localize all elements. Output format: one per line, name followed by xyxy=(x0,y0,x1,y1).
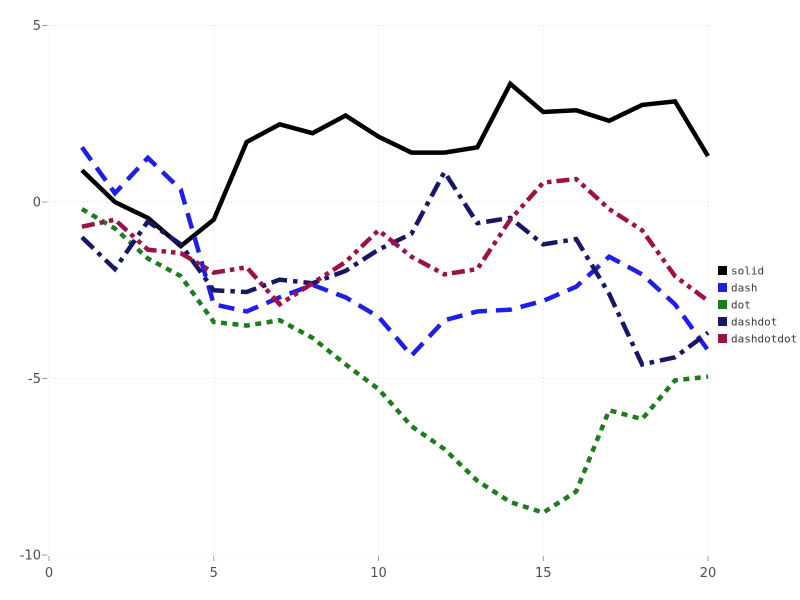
y-tick-label: -5 xyxy=(28,372,41,387)
x-tick-label: 20 xyxy=(700,566,717,581)
y-tick-label: 5 xyxy=(33,19,41,34)
legend-swatch-dot-icon xyxy=(718,300,727,309)
legend-swatch-solid-icon xyxy=(718,266,727,275)
legend-swatch-dash-icon xyxy=(718,283,727,292)
series-line-solid xyxy=(80,80,710,250)
legend-label: dot xyxy=(731,299,751,312)
legend-label: dashdotdot xyxy=(731,333,797,346)
legend-item-dot: dot xyxy=(718,299,751,312)
legend-label: solid xyxy=(731,265,764,278)
legend-item-dashdotdot: dashdotdot xyxy=(718,333,797,346)
legend-item-solid: solid xyxy=(718,265,764,278)
series-line-dashdotdot xyxy=(81,176,710,308)
legend-swatch-dashdotdot-icon xyxy=(718,334,727,343)
legend-item-dash: dash xyxy=(718,282,758,295)
y-tick-label: 0 xyxy=(33,196,41,211)
axis-ticks xyxy=(42,25,709,561)
legend-item-dashdot: dashdot xyxy=(718,316,777,329)
x-tick-label: 10 xyxy=(370,566,387,581)
y-tick-label: -10 xyxy=(20,549,41,564)
x-tick-label: 5 xyxy=(210,566,218,581)
legend-label: dash xyxy=(731,282,758,295)
x-axis-labels: 0 5 10 15 20 xyxy=(45,566,716,581)
series-line-dot xyxy=(80,207,709,516)
legend-label: dashdot xyxy=(731,316,777,329)
y-axis-labels: 5 0 -5 -10 xyxy=(20,19,41,564)
x-tick-label: 0 xyxy=(45,566,53,581)
legend-swatch-dashdot-icon xyxy=(718,317,727,326)
x-tick-label: 15 xyxy=(535,566,552,581)
